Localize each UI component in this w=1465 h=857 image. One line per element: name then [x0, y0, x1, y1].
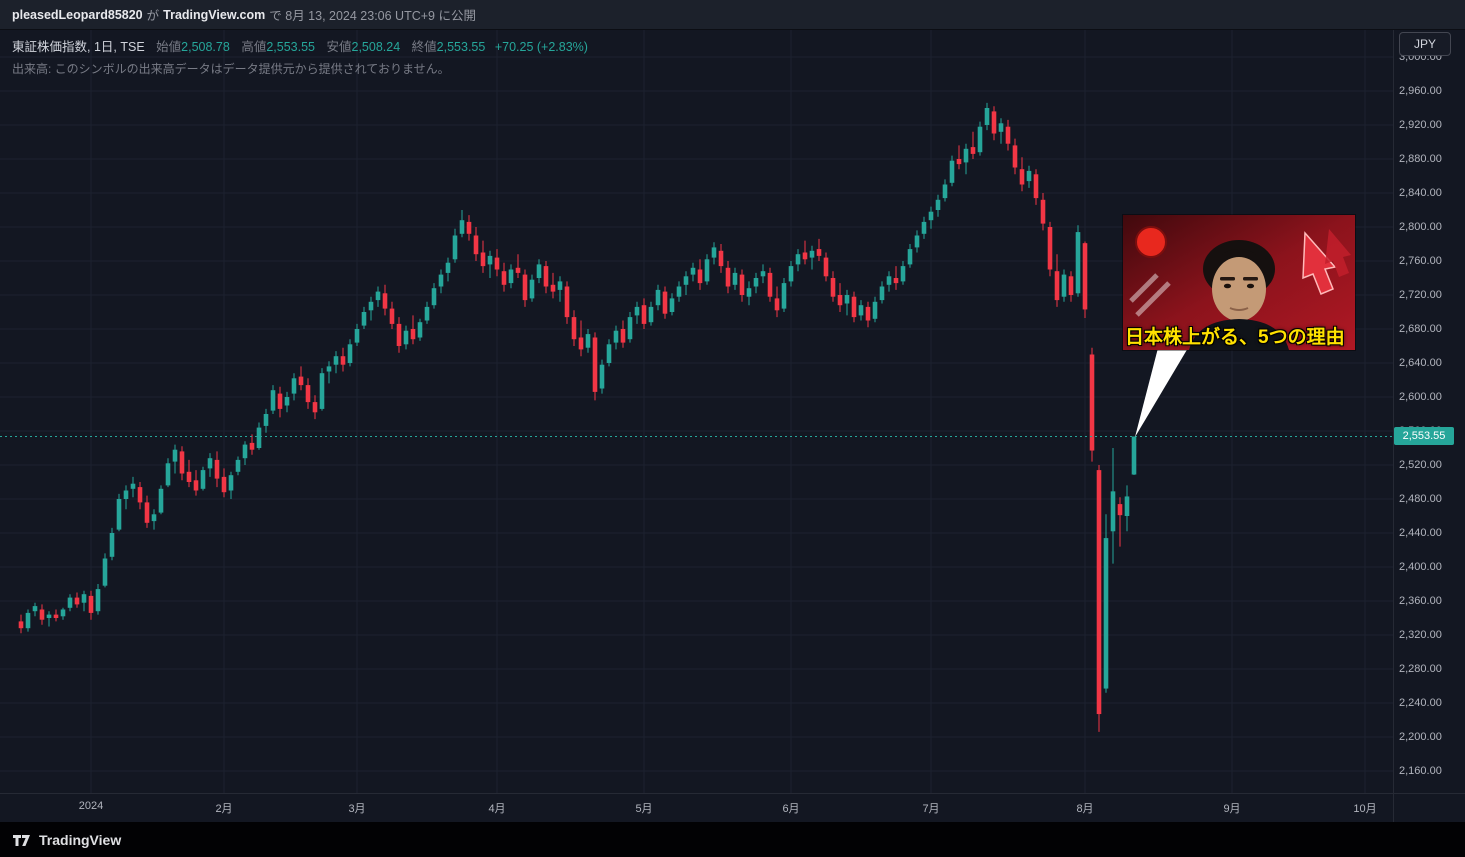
time-axis-label: 2024	[78, 800, 104, 812]
chart-area[interactable]: 3,000.00 2,960.00 2,920.00 2,880.00 2,840.00…	[0, 30, 1465, 822]
time-axis-label: 3月	[348, 803, 366, 815]
close-value: 2,553.55	[436, 40, 486, 54]
brand-name[interactable]: TradingView	[39, 831, 122, 848]
publisher-name: pleasedLeopard85820	[12, 7, 143, 22]
price-axis-label: 2,240.00	[1399, 697, 1442, 709]
price-axis-label: 2,200.00	[1399, 731, 1442, 743]
volume-note: 出来高: このシンボルの出来高データはデータ提供元から提供されておりません。	[12, 62, 450, 76]
japan-flag-icon	[1135, 226, 1167, 258]
thumbnail-caption: 日本株上がる、5つの理由	[1125, 327, 1345, 348]
currency-button[interactable]: JPY	[1399, 32, 1451, 56]
price-axis-label: 2,840.00	[1399, 187, 1442, 199]
time-axis-label: 4月	[488, 803, 506, 815]
last-price-tag: 2,553.55	[1394, 427, 1454, 446]
price-axis-label: 2,440.00	[1399, 527, 1442, 539]
high-value: 2,553.55	[266, 40, 315, 54]
time-axis-label: 10月	[1353, 803, 1377, 815]
chevron-decoration	[1129, 273, 1171, 317]
price-axis-label: 2,960.00	[1399, 85, 1442, 97]
footer-bar: TradingView	[0, 822, 1465, 857]
price-axis-label: 2,600.00	[1399, 391, 1442, 403]
time-axis-label: 9月	[1223, 803, 1241, 815]
publish-date-text: で 8月 13, 2024 23:06 UTC+9 に公開	[269, 9, 476, 23]
time-axis-label: 8月	[1076, 803, 1094, 815]
price-axis-label: 2,400.00	[1399, 561, 1442, 573]
high-label: 高値	[241, 40, 267, 54]
tradingview-site-link[interactable]: TradingView.com	[163, 7, 266, 22]
symbol-title[interactable]: 東証株価指数, 1日, TSE	[12, 40, 145, 54]
news-thumbnail[interactable]: 日本株上がる、5つの理由	[1123, 215, 1355, 350]
price-axis-label: 2,800.00	[1399, 221, 1442, 233]
time-axis-label: 7月	[922, 803, 940, 815]
price-axis-label: 2,280.00	[1399, 663, 1442, 675]
price-axis-label: 2,360.00	[1399, 595, 1442, 607]
low-label: 安値	[326, 40, 352, 54]
publish-joiner-text: が	[146, 9, 160, 23]
price-axis-label: 2,640.00	[1399, 357, 1442, 369]
callout-arrow	[1135, 348, 1188, 437]
time-axis-label: 2月	[215, 803, 233, 815]
change-value: +70.25 (+2.83%)	[494, 40, 588, 54]
price-axis-label: 2,880.00	[1399, 153, 1442, 165]
open-value: 2,508.78	[181, 40, 230, 54]
price-axis-label: 2,920.00	[1399, 119, 1442, 131]
price-axis-label: 2,160.00	[1399, 765, 1442, 777]
close-label: 終値	[411, 40, 437, 54]
time-axis-label: 5月	[635, 803, 653, 815]
time-axis-label: 6月	[782, 803, 800, 815]
publish-info-bar: pleasedLeopard85820 が TradingView.com で …	[0, 0, 1465, 30]
chart-legend: 東証株価指数, 1日, TSE 始値2,508.78 高値2,553.55 安値…	[12, 36, 588, 77]
price-axis-label: 2,680.00	[1399, 323, 1442, 335]
low-value: 2,508.24	[351, 40, 401, 54]
price-axis-label: 2,480.00	[1399, 493, 1442, 505]
price-axis-label: 2,520.00	[1399, 459, 1442, 471]
price-axis-label: 2,760.00	[1399, 255, 1442, 267]
candlestick-chart-svg[interactable]	[0, 30, 1465, 822]
open-label: 始値	[156, 40, 182, 54]
price-axis-label: 2,720.00	[1399, 289, 1442, 301]
down-arrows-icon	[1302, 229, 1351, 295]
person-face	[1189, 240, 1289, 350]
tradingview-logo-icon[interactable]	[12, 832, 32, 848]
price-axis-label: 2,320.00	[1399, 629, 1442, 641]
thumbnail-art	[1123, 215, 1355, 350]
